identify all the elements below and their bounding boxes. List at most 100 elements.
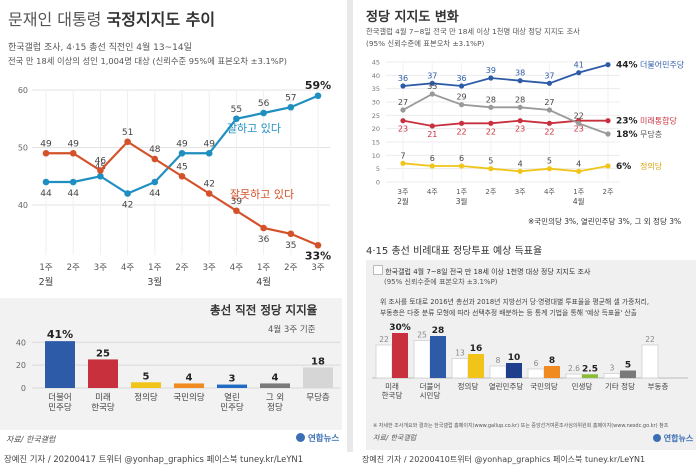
forecast-gallup-label: 6: [534, 359, 539, 368]
forecast-gallup-label: 25: [417, 331, 427, 340]
approval-point: [151, 178, 159, 186]
party-category-label: 정의당: [134, 392, 158, 403]
left-title: 문재인 대통령 국정지지도 추이: [8, 6, 215, 30]
left-logo: 연합뉴스: [296, 432, 339, 444]
forecast-predicted-bar: [506, 363, 522, 378]
trend-point: [458, 120, 465, 126]
forecast-gallup-bar: [413, 340, 431, 379]
trend-x-tick: 1주: [573, 188, 584, 196]
party-bar: [260, 383, 290, 388]
trend-month-label: 2월: [397, 196, 409, 206]
left-title-bold: 국정지지도 추이: [106, 10, 216, 29]
approval-point: [69, 149, 77, 157]
approval-point: [260, 109, 267, 117]
trend-y-tick: 35: [372, 85, 380, 93]
trend-point: [458, 163, 465, 169]
trend-point: [429, 163, 435, 169]
trend-data-label: 22: [486, 127, 496, 136]
approval-point: [314, 241, 322, 249]
trend-point: [488, 166, 494, 172]
party-bar-label: 5: [143, 371, 150, 382]
approval-point: [287, 230, 295, 238]
party-bar: [45, 341, 75, 388]
approval-x-tick: 3주: [311, 263, 324, 273]
approval-data-label: 39: [231, 197, 243, 207]
forecast-predicted-label: 10: [508, 353, 521, 363]
trend-data-label: 22: [574, 111, 584, 120]
trend-data-label: 21: [427, 130, 437, 139]
forecast-predicted-bar: [582, 374, 598, 378]
trend-y-tick: 20: [372, 125, 380, 133]
forecast-gallup-label: 3: [610, 364, 615, 373]
approval-x-tick: 2주: [67, 263, 80, 273]
forecast-predicted-bar: [430, 336, 446, 378]
approval-month-label: 4월: [256, 276, 271, 288]
forecast-category-label: 국민의당: [530, 381, 558, 391]
trend-point: [576, 70, 582, 76]
party-bar-label: 4: [186, 372, 193, 383]
forecast-desc-1: 위 조사를 토대로 2016년 총선과 2018년 지방선거 당·영령대별 투표…: [380, 298, 650, 306]
trend-x-tick: 4주: [427, 188, 438, 196]
trend-y-tick: 15: [372, 139, 380, 147]
party-support-title: 총선 직전 정당 지지율: [210, 303, 318, 317]
left-subtitle-1: 한국갤럽 조사, 4·15 총선 직전인 4월 13~14일: [8, 43, 192, 53]
trend-point: [576, 168, 582, 174]
forecast-predicted-bar: [468, 354, 484, 378]
trend-series-name: 미래통합당: [640, 116, 677, 126]
forecast-category-label: 미래: [385, 382, 399, 391]
trend-point: [400, 83, 406, 89]
approval-point: [314, 92, 322, 100]
trend-last-label: 44%: [616, 61, 638, 71]
approval-point: [205, 190, 213, 197]
approval-x-tick: 3주: [203, 263, 216, 273]
forecast-fine-2: 자료/ 한국갤럽: [373, 434, 417, 442]
approval-x-tick: 1주: [148, 263, 161, 273]
party-category-label: 무당층: [306, 392, 330, 403]
approval-point: [69, 178, 77, 186]
right-logo-text: 연합뉴스: [663, 434, 694, 443]
approval-point: [260, 224, 267, 232]
approval-data-label: 42: [122, 201, 133, 211]
trend-series-line: [402, 93, 609, 135]
approval-point: [42, 178, 50, 186]
trend-point: [605, 118, 611, 124]
trend-data-label: 37: [427, 71, 437, 80]
trend-y-tick: 30: [372, 99, 380, 107]
trend-x-tick: 2주: [485, 188, 496, 196]
legend-swatch-gallup: [373, 265, 383, 275]
trend-data-label: 23: [398, 125, 408, 134]
trend-data-label: 4: [518, 159, 523, 168]
trend-point: [458, 83, 465, 89]
yonhap-logo-icon: [296, 433, 305, 442]
trend-x-tick: 4주: [544, 188, 555, 196]
trend-point: [400, 118, 406, 124]
party-category-label: 국민의당: [173, 392, 204, 403]
trend-point: [605, 163, 611, 169]
right-title: 정당 지지도 변화: [366, 10, 459, 25]
forecast-gallup-label: 22: [645, 335, 655, 344]
trend-y-tick: 5: [376, 165, 380, 173]
approval-x-tick: 4주: [121, 263, 134, 273]
trend-data-label: 22: [456, 127, 466, 136]
forecast-category-label: 더불어: [420, 381, 441, 391]
approval-data-label: 57: [285, 93, 296, 103]
approval-data-label: 55: [231, 105, 242, 115]
party-category-label: 미래: [95, 393, 111, 403]
disapprove-series-label: 잘못하고 있다: [230, 187, 294, 201]
approval-data-label: 36: [258, 235, 270, 245]
forecast-fine-1: ※ 자세한 조사개요와 결과는 한국갤럽 홈페이지(www.gallup.co.…: [373, 423, 669, 429]
trend-point: [605, 62, 611, 68]
approval-point: [97, 167, 104, 174]
forecast-predicted-bar: [392, 333, 408, 378]
approval-y-tick: 60: [18, 86, 28, 95]
approval-x-tick: 4주: [230, 263, 243, 273]
trend-x-tick: 3주: [515, 188, 526, 196]
approval-point: [233, 115, 240, 123]
trend-data-label: 23: [515, 125, 525, 134]
approval-data-label: 49: [176, 139, 188, 149]
right-logo: 연합뉴스: [653, 433, 693, 444]
party-bar: [303, 367, 333, 388]
forecast-predicted-bar: [620, 370, 636, 378]
party-bar-label: 25: [96, 348, 110, 359]
